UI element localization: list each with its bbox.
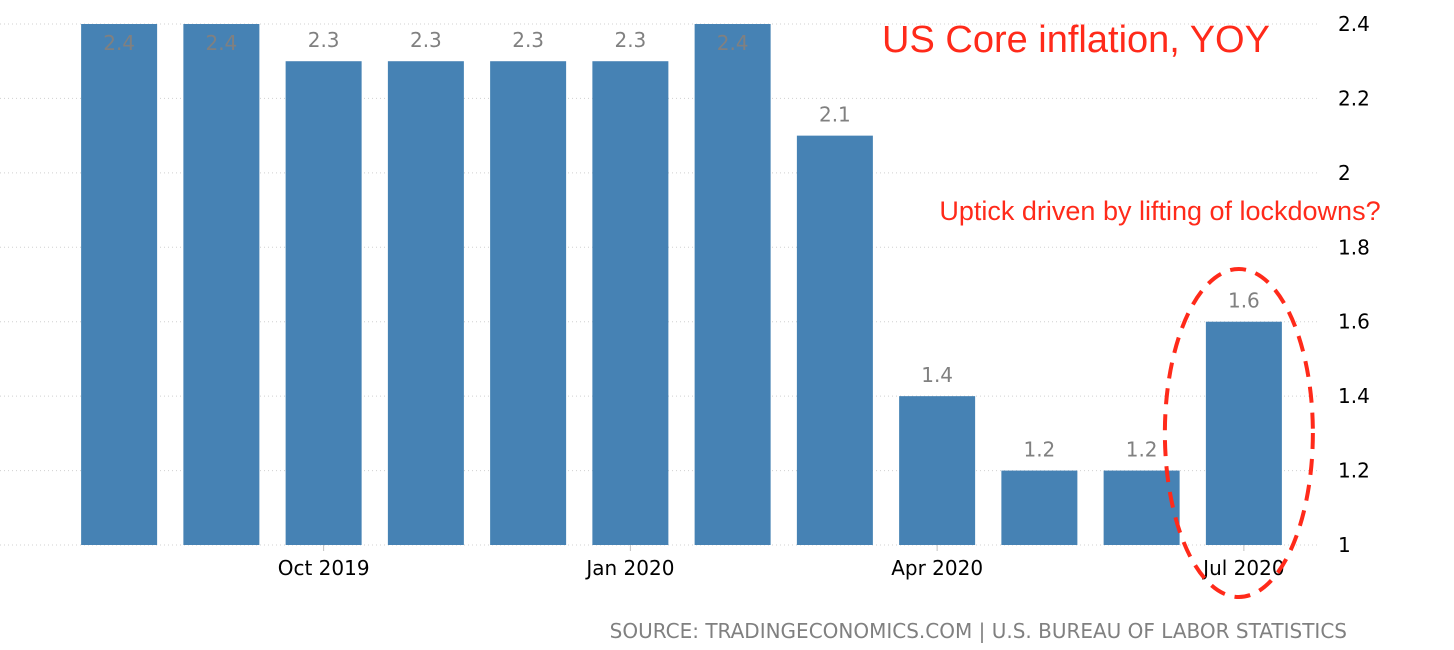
bar [592, 61, 669, 545]
bar [183, 24, 260, 545]
data-label: 2.3 [614, 28, 646, 52]
x-tick-label: Jan 2020 [584, 556, 674, 580]
bar [387, 61, 464, 545]
data-label: 1.2 [1126, 438, 1158, 462]
data-label: 2.4 [103, 31, 135, 55]
annotation-text: Uptick driven by lifting of lockdowns? [939, 196, 1380, 226]
bar [81, 24, 158, 545]
y-tick-label: 1.2 [1338, 459, 1370, 483]
y-tick-label: 1.8 [1338, 235, 1370, 259]
data-label: 2.4 [205, 31, 237, 55]
y-tick-label: 1.4 [1338, 384, 1370, 408]
bar [899, 396, 976, 545]
data-label: 2.3 [410, 28, 442, 52]
bars [81, 24, 1282, 545]
bar [1001, 470, 1078, 545]
bar [490, 61, 567, 545]
x-tick-label: Jul 2020 [1201, 556, 1284, 580]
data-label: 2.1 [819, 103, 851, 127]
bar [796, 135, 873, 545]
y-tick-label: 2 [1338, 161, 1351, 185]
bar [1103, 470, 1180, 545]
bar [285, 61, 362, 545]
chart-title: US Core inflation, YOY [882, 19, 1270, 61]
y-tick-label: 2.2 [1338, 86, 1370, 110]
source-note: SOURCE: TRADINGECONOMICS.COM | U.S. BURE… [610, 619, 1347, 643]
data-label: 1.6 [1228, 289, 1260, 313]
y-tick-label: 1.6 [1338, 310, 1370, 334]
y-tick-label: 1 [1338, 533, 1351, 557]
bar [694, 24, 771, 545]
highlight-ellipse [1162, 267, 1315, 599]
x-tick-label: Oct 2019 [278, 556, 370, 580]
x-axis-tick-labels: Oct 2019 Jan 2020 Apr 2020 Jul 2020 [278, 545, 1285, 580]
data-label: 2.3 [512, 28, 544, 52]
bar [1205, 321, 1282, 545]
value-labels: 2.4 2.4 2.3 2.3 2.3 2.3 2.4 2.1 1.4 1.2 1.2 1.6 [103, 28, 1260, 461]
x-tick-label: Apr 2020 [891, 556, 983, 580]
y-tick-label: 2.4 [1338, 12, 1370, 36]
data-label: 1.2 [1023, 438, 1055, 462]
data-label: 2.3 [308, 28, 340, 52]
y-axis-tick-labels: 1 1.2 1.4 1.6 1.8 2 2.2 2.4 [1338, 12, 1370, 557]
data-label: 1.4 [921, 363, 953, 387]
data-label: 2.4 [717, 31, 749, 55]
